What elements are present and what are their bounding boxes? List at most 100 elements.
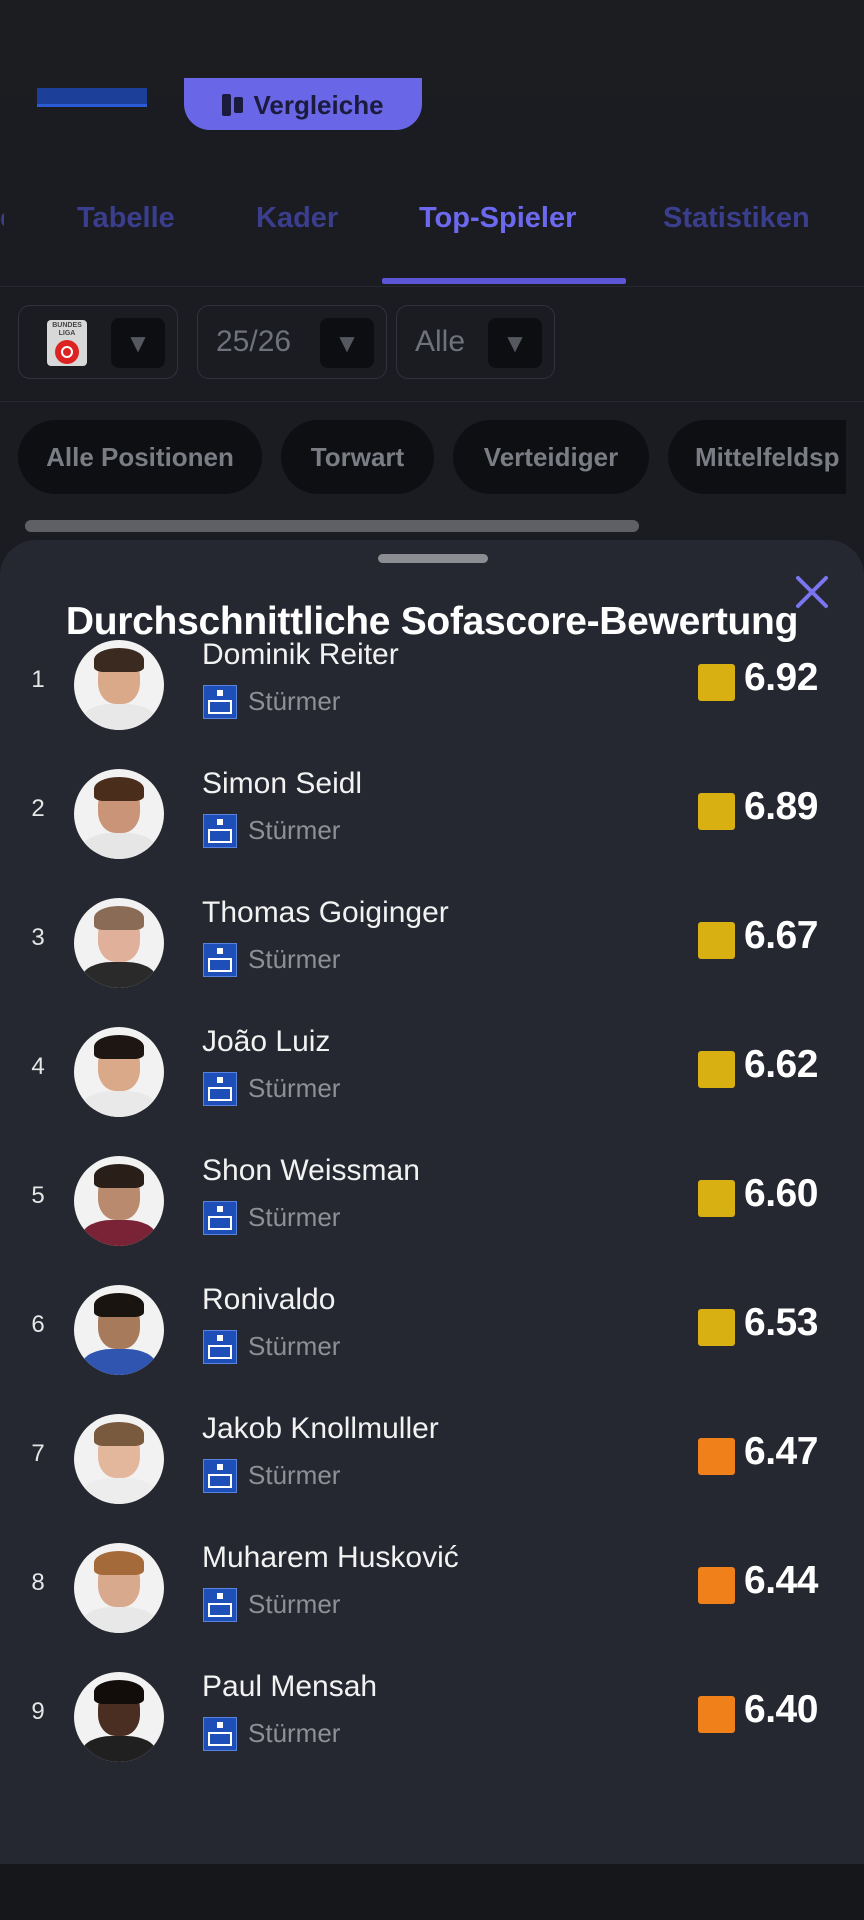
sheet-drag-handle[interactable] xyxy=(378,554,488,563)
compare-icon xyxy=(222,94,244,116)
scope-dropdown[interactable]: Alle ▼ xyxy=(396,305,555,379)
team-badge-icon xyxy=(203,814,237,848)
position-chips: Alle Positionen Torwart Verteidiger Mitt… xyxy=(0,420,864,495)
rating-color-square xyxy=(698,664,735,701)
player-row[interactable]: 3 Thomas Goiginger Stürmer 6.67 xyxy=(0,880,864,1008)
chip-torwart[interactable]: Torwart xyxy=(281,420,434,494)
active-tab-indicator xyxy=(382,278,626,284)
team-logo xyxy=(37,88,147,107)
team-badge-icon xyxy=(203,1588,237,1622)
player-avatar xyxy=(74,1027,164,1117)
tab-bar: e Tabelle Kader Top-Spieler Statistiken xyxy=(0,190,864,287)
player-rating: 6.53 xyxy=(744,1301,818,1344)
player-row[interactable]: 6 Ronivaldo Stürmer 6.53 xyxy=(0,1267,864,1395)
player-rating: 6.60 xyxy=(744,1172,818,1215)
close-icon[interactable] xyxy=(790,570,834,614)
rating-color-square xyxy=(698,1696,735,1733)
player-name: Jakob Knollmuller xyxy=(202,1412,439,1445)
player-name: Paul Mensah xyxy=(202,1670,378,1703)
player-position: Stürmer xyxy=(248,815,341,845)
player-rank: 6 xyxy=(31,1311,45,1338)
player-rank: 5 xyxy=(31,1182,45,1209)
player-rank: 3 xyxy=(31,924,45,951)
season-dropdown[interactable]: 25/26 ▼ xyxy=(197,305,387,379)
rating-color-square xyxy=(698,1438,735,1475)
status-bar xyxy=(0,0,864,95)
player-rating: 6.40 xyxy=(744,1688,818,1731)
player-row[interactable]: 2 Simon Seidl Stürmer 6.89 xyxy=(0,751,864,879)
player-position: Stürmer xyxy=(248,1331,341,1361)
compare-label: Vergleiche xyxy=(253,89,384,120)
rating-color-square xyxy=(698,922,735,959)
tab-kader[interactable]: Kader xyxy=(256,202,339,234)
player-avatar xyxy=(74,1285,164,1375)
tab-top-spieler[interactable]: Top-Spieler xyxy=(419,202,577,234)
player-rating: 6.89 xyxy=(744,785,818,828)
season-value: 25/26 xyxy=(216,325,292,358)
player-name: Shon Weissman xyxy=(202,1154,420,1187)
player-avatar xyxy=(74,1414,164,1504)
player-row[interactable]: 7 Jakob Knollmuller Stürmer 6.47 xyxy=(0,1396,864,1524)
chevron-down-icon: ▼ xyxy=(488,318,542,368)
player-name: Ronivaldo xyxy=(202,1283,336,1316)
player-avatar xyxy=(74,769,164,859)
player-rating: 6.67 xyxy=(744,914,818,957)
rating-color-square xyxy=(698,793,735,830)
league-logo-text: BUNDES LIGA xyxy=(52,322,82,337)
player-position: Stürmer xyxy=(248,1073,341,1103)
team-badge-icon xyxy=(203,943,237,977)
chip-mittelfeld[interactable]: Mittelfeldsp xyxy=(668,420,846,494)
rating-color-square xyxy=(698,1051,735,1088)
league-dropdown[interactable]: BUNDES LIGA ▼ xyxy=(18,305,178,379)
rating-color-square xyxy=(698,1567,735,1604)
player-position: Stürmer xyxy=(248,944,341,974)
rating-color-square xyxy=(698,1180,735,1217)
compare-button[interactable]: Vergleiche xyxy=(184,78,422,130)
player-rank: 1 xyxy=(31,666,45,693)
player-row[interactable]: 5 Shon Weissman Stürmer 6.60 xyxy=(0,1138,864,1266)
chip-alle-positionen[interactable]: Alle Positionen xyxy=(18,420,262,494)
filter-bar: BUNDES LIGA ▼ 25/26 ▼ Alle ▼ xyxy=(0,287,864,402)
player-row[interactable]: 9 Paul Mensah Stürmer 6.40 xyxy=(0,1654,864,1782)
chevron-down-icon: ▼ xyxy=(320,318,374,368)
league-ball-icon xyxy=(55,340,79,364)
player-rank: 2 xyxy=(31,795,45,822)
player-row[interactable]: 8 Muharem Husković Stürmer 6.44 xyxy=(0,1525,864,1653)
team-badge-icon xyxy=(203,685,237,719)
player-rating: 6.47 xyxy=(744,1430,818,1473)
team-badge-icon xyxy=(203,1072,237,1106)
player-avatar xyxy=(74,1672,164,1762)
league-logo: BUNDES LIGA xyxy=(47,320,87,366)
rating-color-square xyxy=(698,1309,735,1346)
player-row[interactable]: 4 João Luiz Stürmer 6.62 xyxy=(0,1009,864,1137)
tab-statistiken[interactable]: Statistiken xyxy=(663,202,810,234)
player-avatar xyxy=(74,640,164,730)
player-rank: 8 xyxy=(31,1569,45,1596)
tab-tabelle[interactable]: Tabelle xyxy=(77,202,175,234)
player-name: Dominik Reiter xyxy=(202,638,399,671)
tab-partial[interactable]: e xyxy=(0,202,4,232)
player-avatar xyxy=(74,1543,164,1633)
player-rank: 4 xyxy=(31,1053,45,1080)
team-badge-icon xyxy=(203,1201,237,1235)
player-rating: 6.92 xyxy=(744,656,818,699)
player-row[interactable]: 1 Dominik Reiter Stürmer 6.92 xyxy=(0,622,864,750)
team-badge-icon xyxy=(203,1717,237,1751)
chip-verteidiger[interactable]: Verteidiger xyxy=(453,420,649,494)
player-position: Stürmer xyxy=(248,1718,341,1748)
player-position: Stürmer xyxy=(248,1460,341,1490)
player-avatar xyxy=(74,1156,164,1246)
player-name: Muharem Husković xyxy=(202,1541,459,1574)
player-avatar xyxy=(74,898,164,988)
system-nav-bar xyxy=(0,1864,864,1920)
chevron-down-icon: ▼ xyxy=(111,318,165,368)
player-name: João Luiz xyxy=(202,1025,331,1058)
team-badge-icon xyxy=(203,1459,237,1493)
player-name: Simon Seidl xyxy=(202,767,363,800)
sheet-title: Durchschnittliche Sofascore-Bewertung xyxy=(65,600,799,643)
player-position: Stürmer xyxy=(248,686,341,716)
scope-value: Alle xyxy=(415,325,466,358)
player-rating: 6.44 xyxy=(744,1559,818,1602)
rating-bottom-sheet: Durchschnittliche Sofascore-Bewertung 1 D… xyxy=(0,540,864,1864)
horizontal-scrollbar[interactable] xyxy=(25,520,639,532)
